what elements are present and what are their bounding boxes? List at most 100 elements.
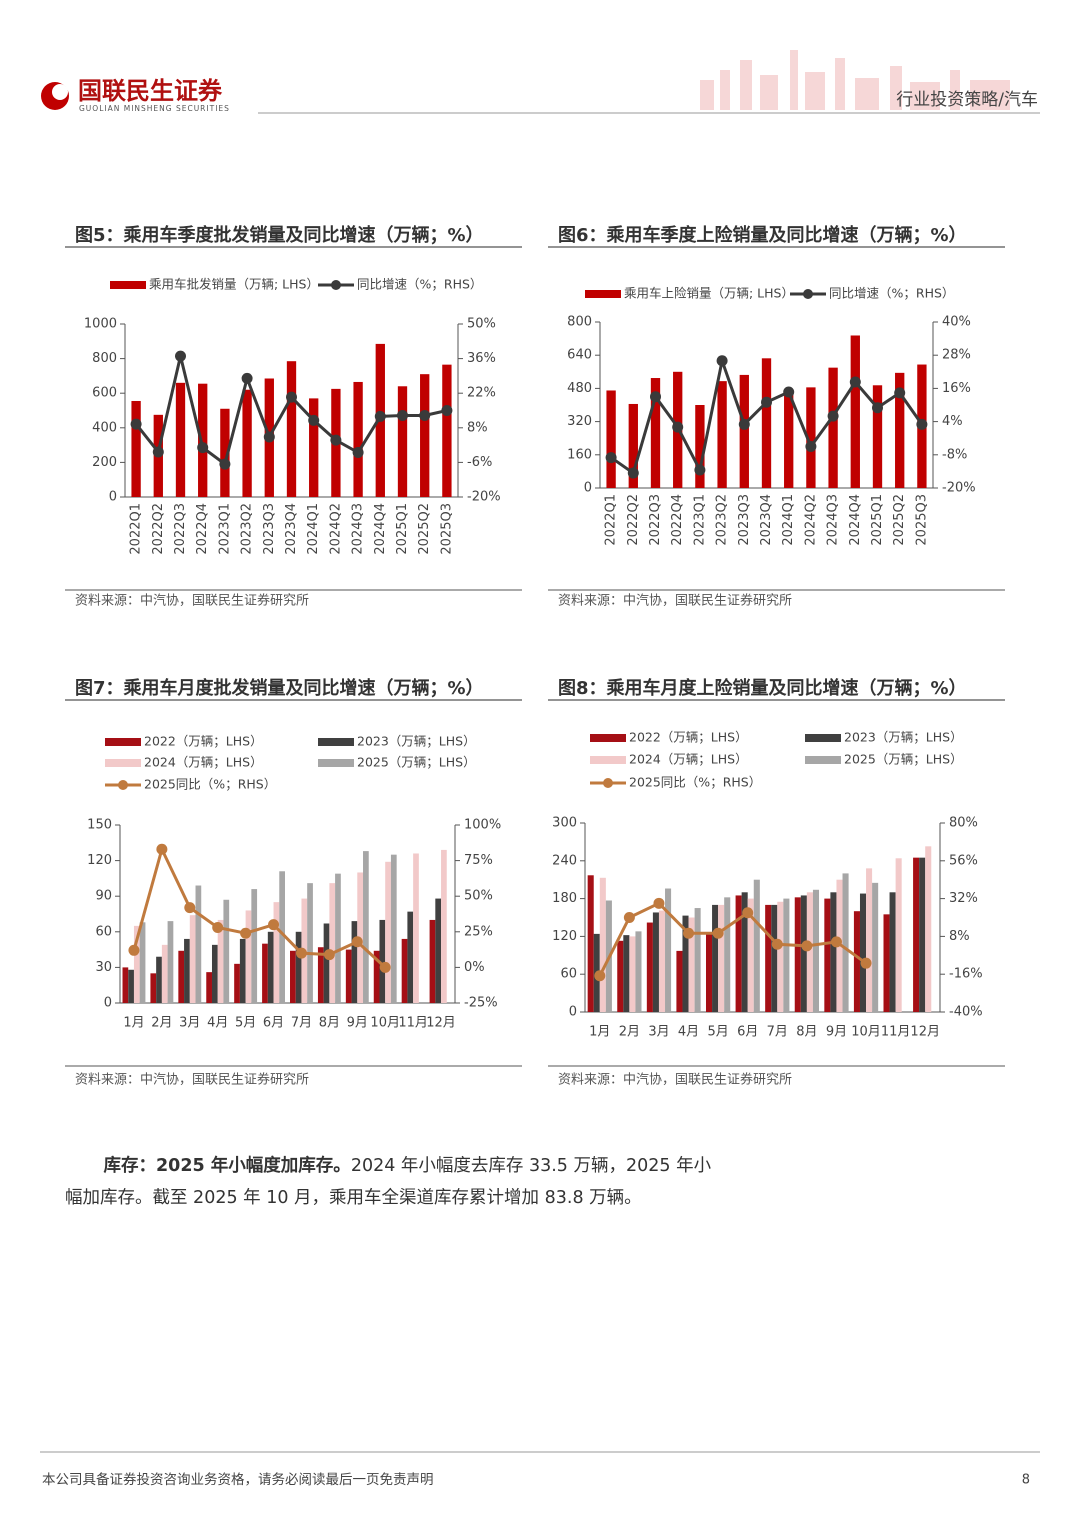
bar (718, 904, 725, 1012)
bar (309, 398, 319, 497)
x-tick-label: 2023Q1 (692, 494, 707, 546)
bar (783, 898, 790, 1012)
bar (866, 868, 873, 1012)
bar (150, 973, 157, 1003)
bar (676, 950, 683, 1012)
bar (872, 882, 879, 1012)
legend-label: 2023（万辆；LHS） (357, 734, 476, 749)
legend-label: 2022（万辆；LHS） (629, 730, 748, 745)
y2-tick-label: -6% (467, 455, 492, 470)
x-tick-label: 2023Q3 (737, 494, 752, 546)
x-tick-label: 2024Q2 (328, 503, 343, 555)
x-tick-label: 2024Q1 (781, 494, 796, 546)
legend-swatch (318, 759, 354, 767)
y-tick-label: 800 (567, 315, 592, 330)
y2-tick-label: 32% (949, 891, 978, 906)
bar (295, 931, 302, 1003)
bar (753, 879, 760, 1012)
chart-title: 图7：乘用车月度批发销量及同比增速（万辆；%） (75, 677, 484, 699)
y2-tick-label: 0% (464, 960, 485, 975)
legend-label: 乘用车批发销量（万辆; LHS） (149, 277, 319, 292)
bar (189, 915, 196, 1003)
line-point (374, 410, 386, 422)
y2-tick-label: 80% (949, 816, 978, 831)
bar (883, 914, 890, 1012)
x-tick-label: 6月 (737, 1025, 758, 1040)
line-point (860, 957, 872, 969)
x-tick-label: 2022Q3 (648, 494, 663, 546)
bar (363, 851, 369, 1003)
line-point (330, 434, 342, 446)
bar (650, 378, 661, 488)
legend-swatch (803, 289, 813, 299)
bar (777, 901, 784, 1012)
x-tick-label: 2月 (151, 1016, 172, 1031)
bar (741, 892, 748, 1012)
line-point (672, 421, 684, 433)
chart-title: 图5：乘用车季度批发销量及同比增速（万辆；%） (75, 224, 484, 246)
bar (239, 938, 246, 1003)
chart-title: 图8：乘用车月度上险销量及同比增速（万辆；%） (558, 677, 967, 699)
line-point (694, 464, 706, 476)
x-tick-label: 2025Q1 (870, 494, 885, 546)
line-point (295, 947, 307, 959)
x-tick-label: 12月 (426, 1016, 456, 1031)
y-tick-label: 1000 (84, 317, 117, 332)
y-tick-label: 120 (87, 853, 112, 868)
bar (646, 922, 653, 1012)
legend-label: 2025同比（%；RHS） (629, 775, 761, 790)
x-tick-label: 2022Q2 (626, 494, 641, 546)
bar (688, 917, 695, 1012)
bar (279, 871, 285, 1003)
x-tick-label: 8月 (796, 1025, 817, 1040)
bar (739, 374, 749, 488)
y2-tick-label: 56% (949, 853, 978, 868)
legend-swatch (110, 281, 146, 289)
y2-tick-label: 50% (464, 889, 493, 904)
line-point (323, 949, 335, 961)
line-point (653, 897, 665, 909)
line-point (397, 409, 408, 421)
bar (806, 387, 816, 488)
line-point (771, 938, 783, 950)
bar (850, 335, 860, 488)
bar (184, 938, 190, 1003)
source: 资料来源：中汽协，国联民生证券研究所 (75, 1072, 309, 1088)
bar (429, 919, 436, 1003)
line-point (441, 405, 453, 416)
line-point (197, 442, 209, 454)
x-tick-label: 5月 (235, 1016, 256, 1031)
x-tick-label: 2023Q4 (284, 503, 299, 555)
line-point (156, 843, 168, 855)
bar (329, 883, 336, 1003)
legend-label: 同比增速（%；RHS） (829, 286, 954, 301)
legend-label: 2023（万辆；LHS） (844, 730, 963, 745)
bar (245, 910, 252, 1003)
bar (587, 875, 594, 1012)
line-point (650, 391, 661, 403)
x-tick-label: 2024Q2 (803, 494, 818, 546)
y2-tick-label: 28% (942, 348, 971, 363)
bar (800, 895, 807, 1012)
x-tick-label: 2025Q2 (892, 494, 907, 546)
y2-tick-label: -25% (464, 996, 498, 1011)
y-tick-label: 120 (552, 929, 577, 944)
paragraph-lead: 库存：2025 年小幅度加库存。 (103, 1156, 351, 1176)
x-tick-label: 2022Q2 (151, 503, 166, 555)
y-tick-label: 800 (92, 351, 117, 366)
bar (242, 389, 252, 497)
line-point (827, 410, 839, 422)
bar (830, 892, 837, 1012)
bar (442, 364, 452, 497)
company-name-en: GUOLIAN MINSHENG SECURITIES (79, 104, 230, 113)
bar (206, 972, 212, 1003)
bar (724, 897, 731, 1012)
line-point (623, 912, 635, 923)
bar (842, 873, 849, 1012)
line-point (805, 441, 817, 452)
bar (397, 386, 408, 497)
bar (220, 408, 230, 497)
line-point (830, 936, 842, 948)
x-tick-label: 10月 (370, 1016, 400, 1031)
bar (859, 893, 867, 1012)
